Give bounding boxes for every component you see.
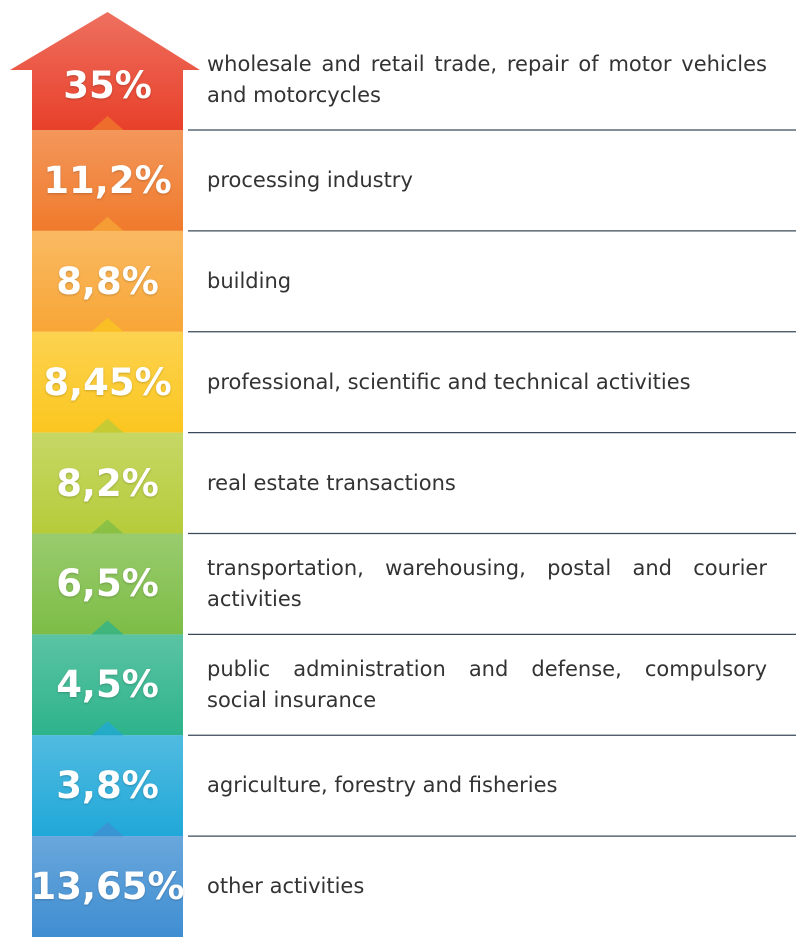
arrow-segment [32, 721, 183, 837]
category-description: other activities [207, 836, 767, 937]
percent-label: 8,2% [56, 461, 159, 505]
category-description: transportation, warehousing, postal and … [207, 534, 767, 635]
arrow-segment [32, 418, 183, 534]
arrow-segment [32, 519, 183, 635]
percent-label: 4,5% [56, 663, 159, 707]
arrow-segment [32, 216, 183, 332]
percent-label: 6,5% [56, 562, 159, 606]
percent-label: 3,8% [56, 764, 159, 808]
arrow-segment [32, 317, 183, 433]
category-description: agriculture, forestry and fisheries [207, 735, 767, 836]
description-text: wholesale and retail trade, repair of mo… [207, 52, 767, 107]
percent-label: 35% [63, 63, 152, 107]
arrow-segment [10, 12, 200, 130]
category-description: wholesale and retail trade, repair of mo… [207, 30, 767, 130]
percent-label: 8,45% [43, 360, 172, 404]
description-text: processing industry [207, 167, 413, 192]
category-description: public administration and defense, compu… [207, 634, 767, 735]
description-text: transportation, warehousing, postal and … [207, 555, 767, 611]
arrow-segment [32, 822, 183, 937]
percent-label: 13,65% [30, 865, 185, 909]
category-description: processing industry [207, 130, 767, 231]
description-text: professional, scientific and technical a… [207, 369, 691, 394]
category-description: building [207, 231, 767, 332]
percent-label: 8,8% [56, 259, 159, 303]
category-description: professional, scientific and technical a… [207, 332, 767, 433]
percent-label: 11,2% [43, 158, 172, 202]
description-text: real estate transactions [207, 470, 456, 495]
description-text: public administration and defense, compu… [207, 656, 767, 712]
description-text: building [207, 268, 292, 293]
description-text: agriculture, forestry and fisheries [207, 773, 558, 798]
description-text: other activities [207, 874, 365, 899]
arrow-segment [32, 620, 183, 736]
category-description: real estate transactions [207, 433, 767, 534]
arrow-segment [32, 116, 183, 231]
